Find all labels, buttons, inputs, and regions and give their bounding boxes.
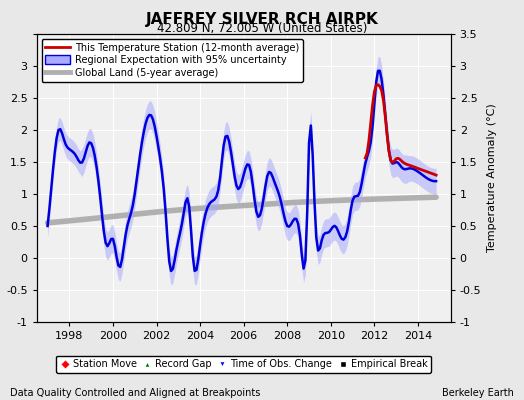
Text: 42.809 N, 72.005 W (United States): 42.809 N, 72.005 W (United States): [157, 22, 367, 35]
Y-axis label: Temperature Anomaly (°C): Temperature Anomaly (°C): [487, 104, 497, 252]
Legend: Station Move, Record Gap, Time of Obs. Change, Empirical Break: Station Move, Record Gap, Time of Obs. C…: [56, 356, 431, 373]
Text: JAFFREY SILVER RCH AIRPK: JAFFREY SILVER RCH AIRPK: [146, 12, 378, 27]
Text: Berkeley Earth: Berkeley Earth: [442, 388, 514, 398]
Text: Data Quality Controlled and Aligned at Breakpoints: Data Quality Controlled and Aligned at B…: [10, 388, 261, 398]
